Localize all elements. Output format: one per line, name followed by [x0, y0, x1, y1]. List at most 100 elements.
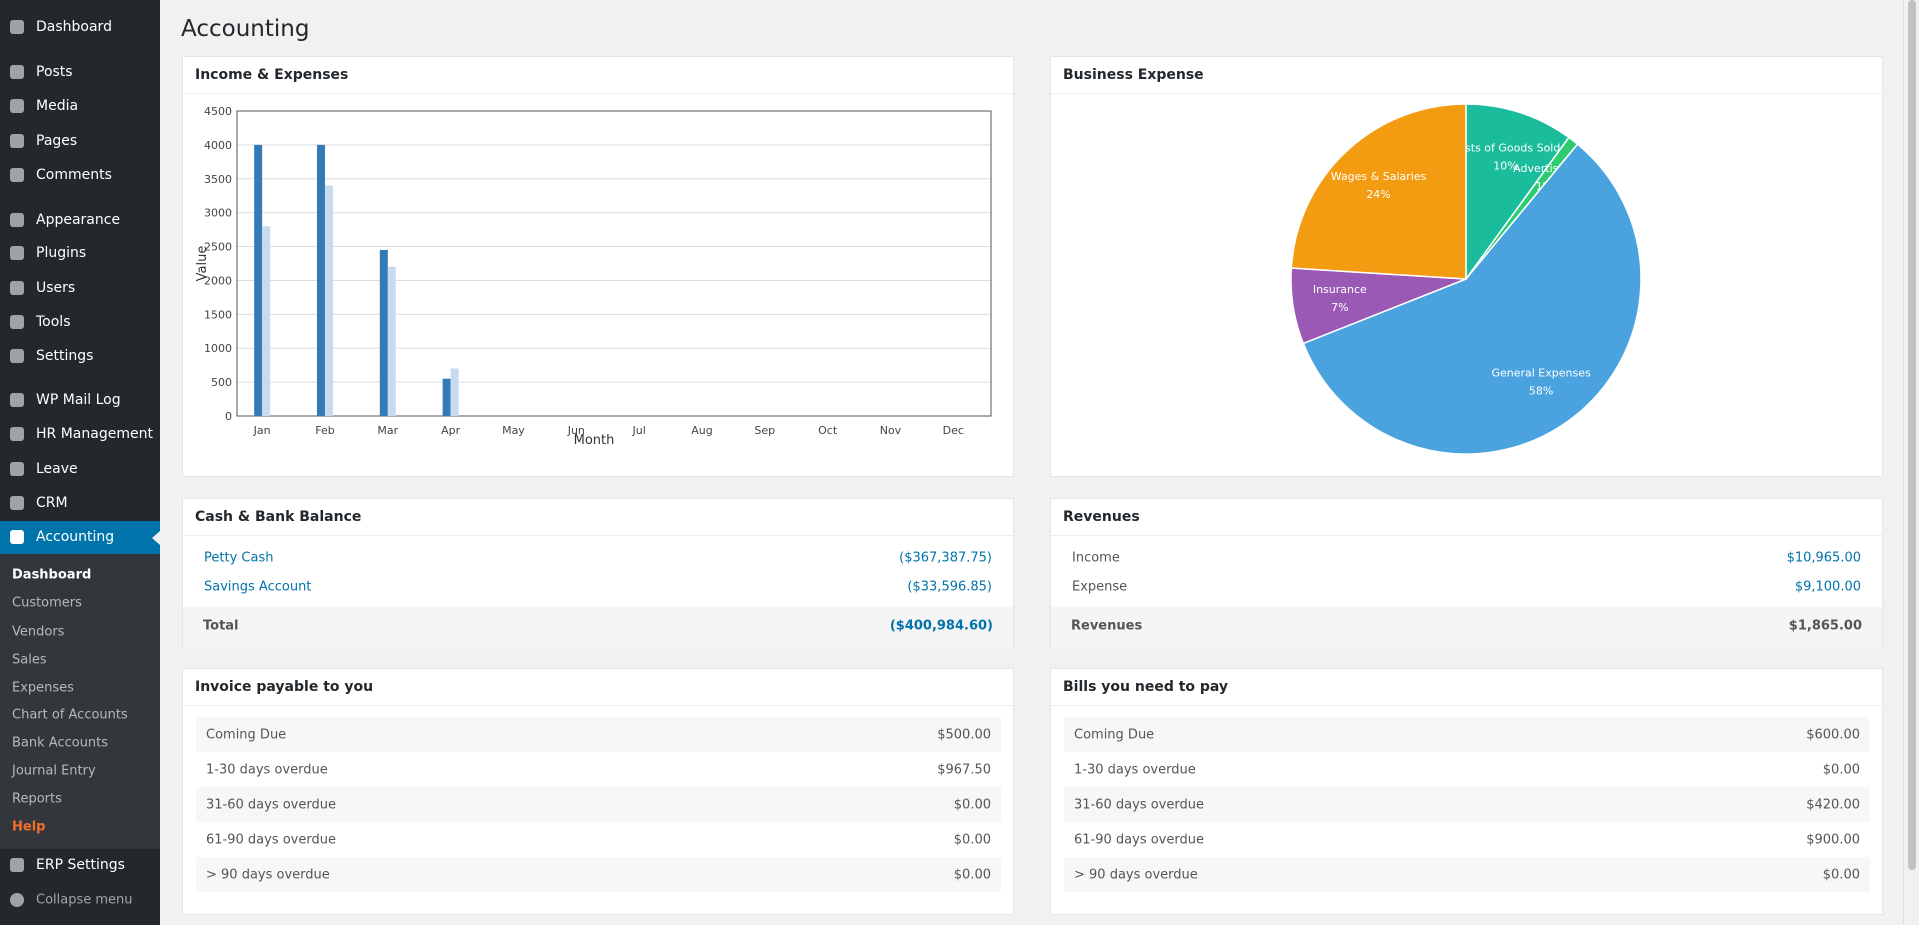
x-tick-label: May [502, 424, 525, 437]
menu-item[interactable]: Users [36, 280, 76, 296]
y-tick-label: 1000 [204, 342, 232, 355]
row-label: Expense [1072, 579, 1128, 595]
y-axis-label: Value [195, 246, 210, 282]
scrollbar[interactable] [1903, 0, 1919, 925]
aging-row [196, 857, 1001, 892]
business-expense-chart: Costs of Goods Sold10%Advertising1%Gener… [1290, 103, 1642, 455]
y-tick-label: 500 [211, 376, 232, 389]
menu-icon [10, 530, 24, 544]
menu-item[interactable]: Accounting [36, 529, 115, 545]
row-value[interactable]: $9,100.00 [1794, 579, 1861, 595]
submenu-item[interactable]: Bank Accounts [12, 735, 109, 751]
slice-value-label: 58% [1529, 384, 1553, 397]
row-label: Income [1072, 550, 1120, 566]
x-axis-label: Month [574, 433, 615, 448]
panel-header: Bills you need to pay [1051, 669, 1882, 706]
menu-item[interactable]: Media [36, 98, 79, 114]
x-tick-label: Aug [691, 424, 712, 437]
pie-slice [1290, 103, 1467, 280]
menu-item[interactable]: Tools [36, 314, 71, 330]
menu-item[interactable]: Settings [36, 348, 94, 364]
row-value: $967.50 [937, 762, 991, 778]
cash-bank-panel: Cash & Bank Balance Petty Cash ($367,387.… [182, 498, 1014, 647]
submenu-item[interactable]: Expenses [12, 680, 74, 696]
menu-item[interactable]: Leave [36, 461, 78, 477]
submenu-item[interactable]: Sales [12, 652, 47, 668]
row-value[interactable]: $10,965.00 [1786, 550, 1861, 566]
scrollbar-thumb[interactable] [1908, 0, 1916, 870]
menu-item[interactable]: CRM [36, 495, 68, 511]
row-value: $600.00 [1806, 727, 1860, 743]
submenu-item[interactable]: Customers [12, 595, 82, 611]
total-value: ($400,984.60) [889, 618, 993, 634]
slice-label: General Expenses [1491, 366, 1591, 379]
total-row-bg [183, 607, 1013, 647]
row-label: 61-90 days overdue [206, 832, 336, 848]
row-value[interactable]: ($367,387.75) [899, 550, 992, 566]
slice-value-label: 24% [1366, 188, 1390, 201]
menu-icon [10, 65, 24, 79]
active-menu-arrow [152, 531, 160, 545]
total-row-bg [1051, 607, 1882, 647]
aging-row [1064, 822, 1870, 857]
y-tick-label: 3500 [204, 173, 232, 186]
menu-icon [10, 462, 24, 476]
invoice-panel: Invoice payable to you Coming Due $500.00… [182, 668, 1014, 915]
aging-row [1064, 752, 1870, 787]
submenu-item[interactable]: Journal Entry [12, 763, 96, 779]
y-tick-label: 2000 [204, 274, 232, 287]
pie-slice [1465, 103, 1570, 282]
slice-value-label: 10% [1493, 160, 1517, 173]
row-value[interactable]: ($33,596.85) [907, 579, 992, 595]
y-tick-label: 2500 [204, 241, 232, 254]
menu-item[interactable]: WP Mail Log [36, 392, 121, 408]
y-tick-label: 1500 [204, 308, 232, 321]
x-tick-label: Oct [818, 424, 838, 437]
admin-sidebar: Dashboard Posts Media Pages Comments Appearan… [0, 0, 160, 925]
menu-item[interactable]: Pages [36, 133, 78, 149]
bar [442, 378, 451, 416]
row-label: Coming Due [206, 727, 287, 743]
panel-title: Business Expense [1063, 67, 1204, 83]
menu-icon [10, 134, 24, 148]
income-expenses-chart: 0 500 1000 1500 2000 2500 3000 3500 4000 4500 Jan F… [195, 105, 992, 448]
total-label: Total [203, 618, 239, 634]
x-tick-label: Nov [880, 424, 902, 437]
panel-title: Revenues [1063, 509, 1140, 525]
bar [254, 144, 263, 416]
menu-item[interactable]: Plugins [36, 245, 87, 261]
submenu-item[interactable]: Chart of Accounts [12, 707, 128, 723]
menu-item[interactable]: Comments [36, 167, 112, 183]
submenu-item[interactable]: Vendors [12, 624, 65, 640]
row-value: $0.00 [953, 832, 991, 848]
menu-icon [10, 99, 24, 113]
slice-label: Wages & Salaries [1331, 170, 1427, 183]
menu-item[interactable]: Appearance [36, 212, 121, 228]
bar [387, 266, 396, 416]
menu-icon [10, 858, 24, 872]
menu-item[interactable]: HR Management [36, 426, 153, 442]
row-label: Coming Due [1074, 727, 1155, 743]
collapse-menu[interactable]: Collapse menu [36, 892, 133, 908]
y-tick-label: 0 [225, 410, 232, 423]
panel-header: Invoice payable to you [183, 669, 1013, 706]
submenu-item[interactable]: Help [12, 819, 46, 835]
menu-item[interactable]: ERP Settings [36, 857, 125, 873]
panel-title: Cash & Bank Balance [195, 509, 362, 525]
menu-item[interactable]: Posts [36, 64, 73, 80]
accounting-submenu [0, 553, 160, 849]
row-label: > 90 days overdue [206, 867, 330, 883]
row-value: $0.00 [1822, 762, 1860, 778]
row-label: 31-60 days overdue [206, 797, 336, 813]
x-tick-label: Apr [441, 424, 461, 437]
menu-item[interactable]: Dashboard [36, 19, 112, 35]
x-tick-label: Jan [253, 424, 271, 437]
submenu-item[interactable]: Dashboard [12, 567, 92, 583]
plot-frame [236, 110, 992, 417]
menu-icon [10, 315, 24, 329]
row-label[interactable]: Petty Cash [204, 550, 274, 566]
submenu-item[interactable]: Reports [12, 791, 62, 807]
menu-icon [10, 427, 24, 441]
x-tick-label: Jul [631, 424, 645, 437]
row-label[interactable]: Savings Account [204, 579, 312, 595]
